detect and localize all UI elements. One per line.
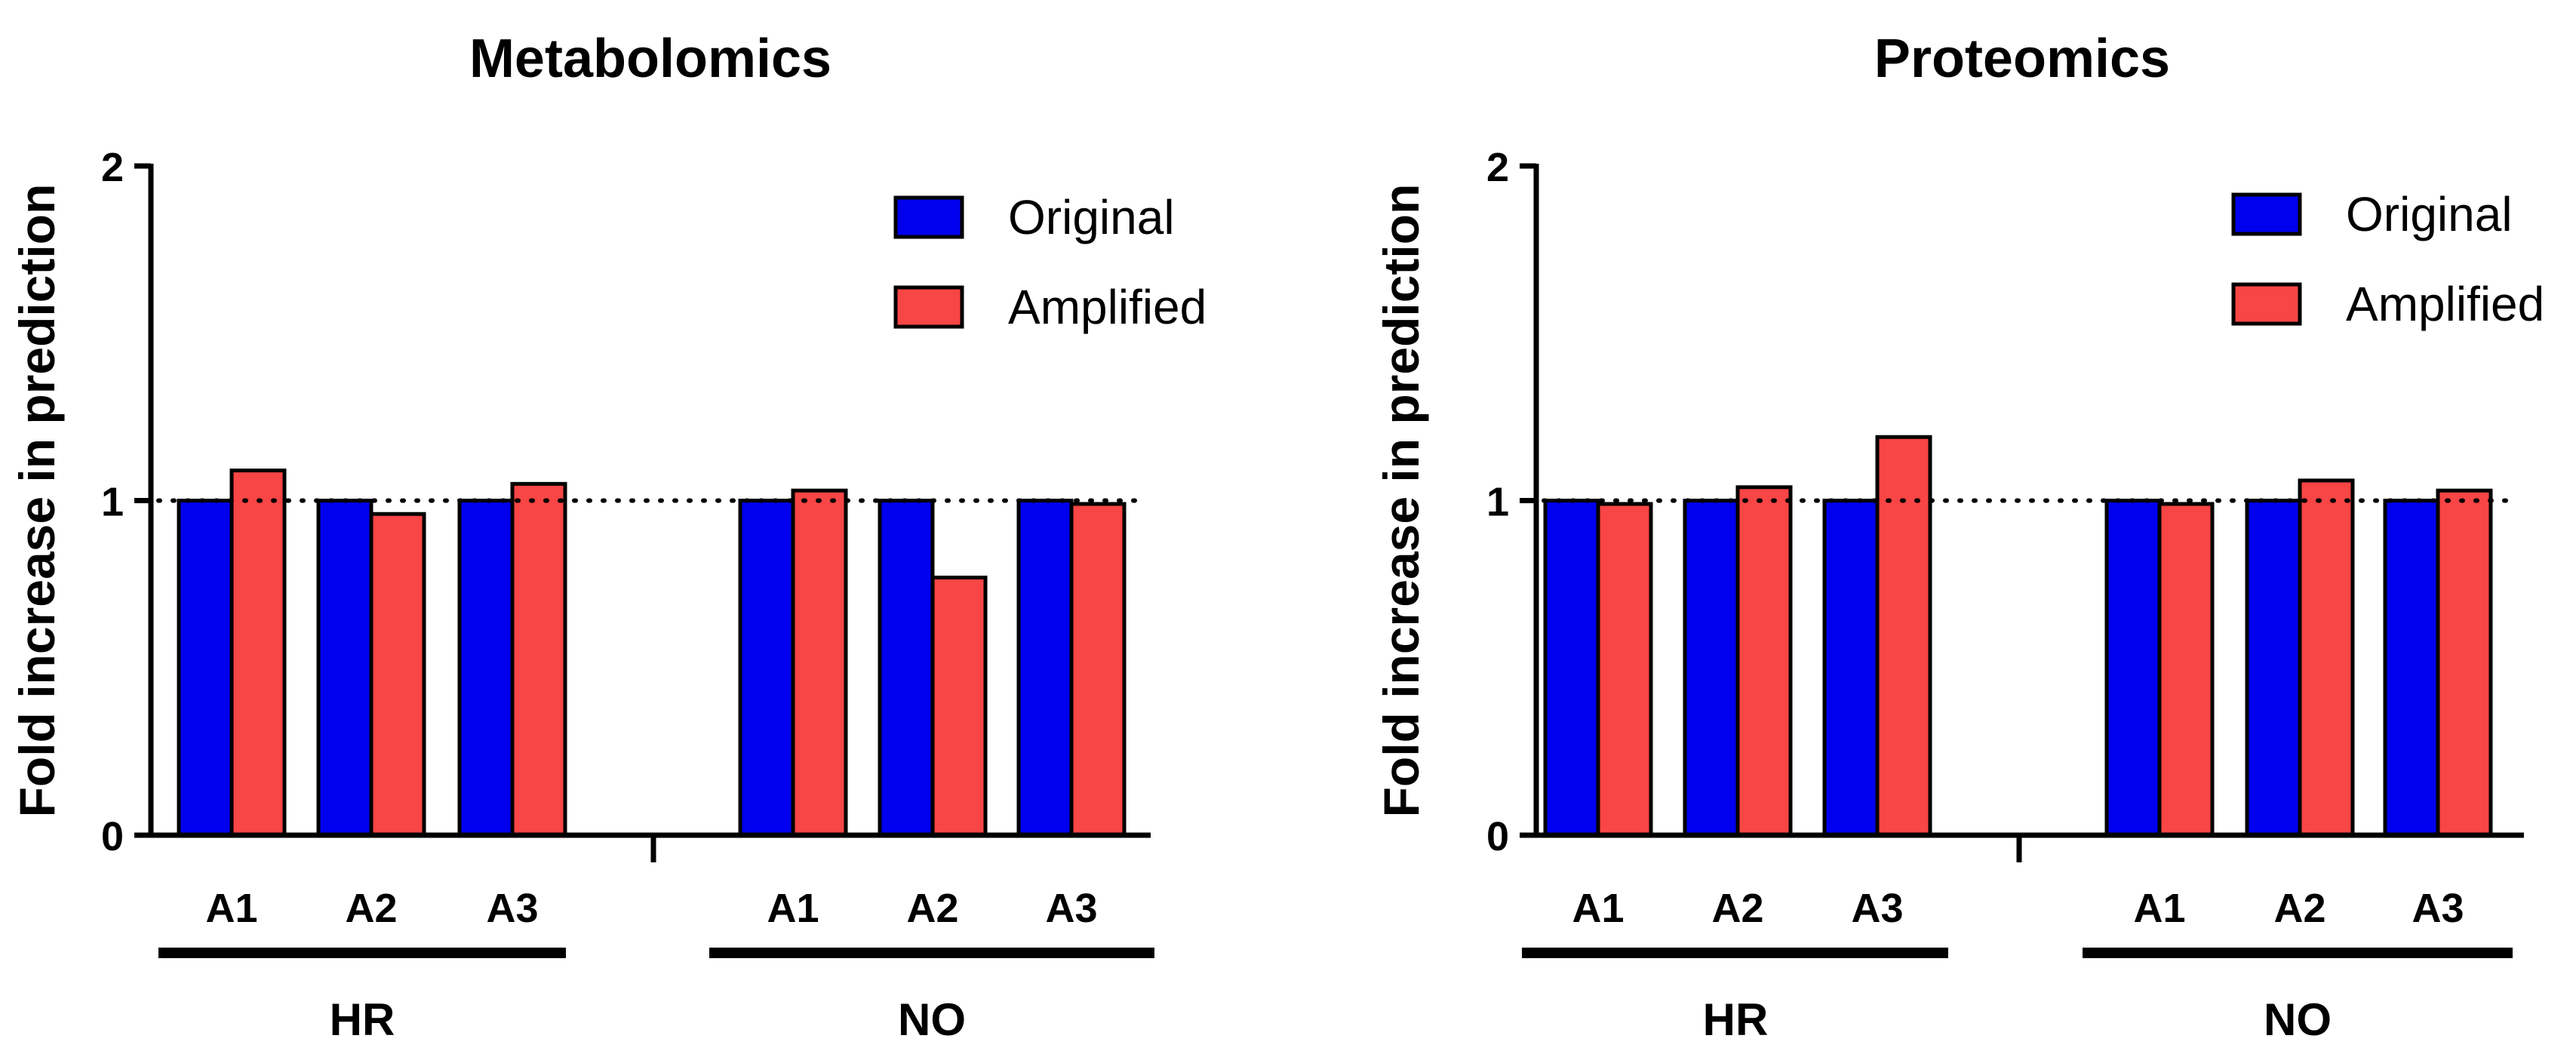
x-tick-label: A3 [1851, 886, 1903, 931]
bar-original-2 [1683, 499, 1740, 837]
bar-amplified-3 [510, 481, 567, 837]
x-tick-label: A2 [906, 886, 958, 931]
bar-amplified-1 [1596, 502, 1653, 837]
chart-title: Metabolomics [469, 29, 832, 89]
y-tick-label: 2 [1486, 145, 1509, 190]
chart-panel-2: Proteomics Fold increase in prediction 0 1 2… [1373, 29, 2544, 1045]
x-tick-label: A3 [486, 886, 538, 931]
bar-amplified-2 [369, 512, 426, 837]
x-tick-label: A2 [2273, 886, 2325, 931]
bar-amplified-5 [2298, 478, 2355, 837]
x-tick-label: A3 [2412, 886, 2464, 931]
bar-amplified-6 [1069, 502, 1127, 837]
legend: Original Amplified [2231, 187, 2544, 331]
group-bracket-hr [1522, 948, 1948, 958]
group-label-no: NO [898, 994, 966, 1045]
bar-amplified-5 [930, 576, 988, 837]
group-bracket-hr [158, 948, 566, 958]
group-label-no: NO [2264, 994, 2332, 1045]
y-axis-label: Fold increase in prediction [1373, 184, 1429, 818]
y-tick-label: 0 [101, 814, 124, 859]
legend-swatch-amplified [893, 285, 964, 329]
x-tick-label: A1 [1572, 886, 1624, 931]
bar-original-5 [878, 499, 935, 837]
x-tick-label: A2 [1711, 886, 1763, 931]
x-tick-label: A2 [345, 886, 397, 931]
x-tick-label: A1 [205, 886, 257, 931]
y-tick-label: 1 [1486, 480, 1509, 525]
chart-panel-1: Metabolomics Fold increase in prediction 0… [9, 29, 1207, 1045]
y-tick-label: 0 [1486, 814, 1509, 859]
legend-label-amplified: Amplified [2346, 277, 2544, 331]
bar-amplified-2 [1735, 485, 1793, 837]
bar-amplified-6 [2436, 488, 2493, 837]
bar-original-5 [2245, 499, 2302, 837]
legend-label-original: Original [2346, 187, 2513, 241]
x-tick-label: A1 [2133, 886, 2185, 931]
y-tick-label: 1 [101, 480, 124, 525]
legend-swatch-original [893, 195, 964, 239]
x-tick-label: A1 [767, 886, 819, 931]
bar-amplified-3 [1875, 435, 1932, 837]
bar-amplified-4 [2157, 502, 2215, 837]
legend: Original Amplified [893, 190, 1207, 334]
bar-original-4 [2104, 499, 2162, 837]
group-label-hr: HR [1703, 994, 1769, 1045]
chart-title: Proteomics [1874, 29, 2170, 89]
legend-swatch-original [2231, 192, 2302, 236]
y-tick-label: 2 [101, 145, 124, 190]
bar-amplified-4 [791, 488, 848, 837]
group-label-hr: HR [330, 994, 395, 1045]
legend-label-original: Original [1008, 190, 1175, 244]
bar-amplified-1 [229, 469, 287, 837]
group-bracket-no [2083, 948, 2513, 958]
bar-original-6 [1016, 499, 1074, 837]
legend-swatch-amplified [2231, 282, 2302, 326]
bar-original-1 [1543, 499, 1600, 837]
bar-original-3 [1822, 499, 1880, 837]
legend-label-amplified: Amplified [1008, 280, 1207, 334]
y-axis-label: Fold increase in prediction [9, 184, 65, 818]
bar-original-4 [738, 499, 795, 837]
group-bracket-no [709, 948, 1154, 958]
bar-original-2 [316, 499, 373, 837]
x-tick-label: A3 [1045, 886, 1097, 931]
bar-original-3 [457, 499, 515, 837]
bar-original-1 [177, 499, 234, 837]
bar-original-6 [2383, 499, 2440, 837]
